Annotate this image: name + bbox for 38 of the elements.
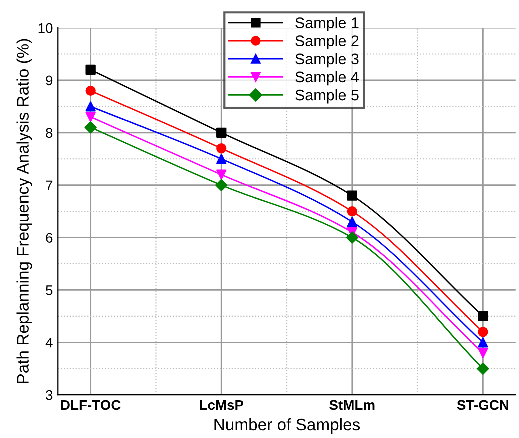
point — [477, 362, 490, 375]
x-tick-label: ST-GCN — [457, 400, 508, 410]
point — [346, 232, 358, 244]
y-tick-label: 6 — [46, 233, 53, 243]
point — [86, 102, 96, 112]
point — [216, 179, 228, 192]
legend-label: Sample 3 — [296, 53, 359, 68]
point — [216, 128, 227, 138]
y-tick-label: 3 — [46, 390, 53, 400]
point — [347, 190, 358, 201]
y-tick-label: 4 — [46, 338, 53, 348]
y-tick-label: 10 — [38, 23, 53, 34]
point — [478, 338, 488, 348]
point — [216, 154, 227, 164]
y-tick-label: 9 — [46, 76, 53, 86]
y-tick-label: 8 — [46, 128, 53, 138]
point — [347, 216, 358, 228]
point — [478, 348, 488, 358]
point — [478, 311, 488, 322]
legend-label: Sample 1 — [296, 17, 359, 32]
x-tick-label: DLF-TOC — [61, 400, 121, 410]
x-axis-title: Number of Samples — [214, 418, 360, 434]
point — [216, 170, 227, 180]
y-tick-label: 7 — [46, 180, 53, 190]
legend-label: Sample 5 — [296, 89, 359, 104]
legend-label: Sample 4 — [296, 71, 360, 86]
y-tick-label: 5 — [46, 286, 53, 296]
x-tick-label: StMLm — [330, 400, 375, 410]
point — [216, 144, 227, 154]
point — [86, 64, 96, 76]
point — [347, 206, 358, 217]
point — [478, 327, 488, 338]
y-axis-title: Path Replanning Frequency Analysis Ratio (%) — [16, 39, 32, 384]
point — [86, 86, 96, 96]
x-tick-label: LcMsP — [200, 400, 244, 410]
point — [84, 122, 97, 134]
legend-label: Sample 2 — [296, 35, 359, 50]
point — [86, 112, 96, 122]
